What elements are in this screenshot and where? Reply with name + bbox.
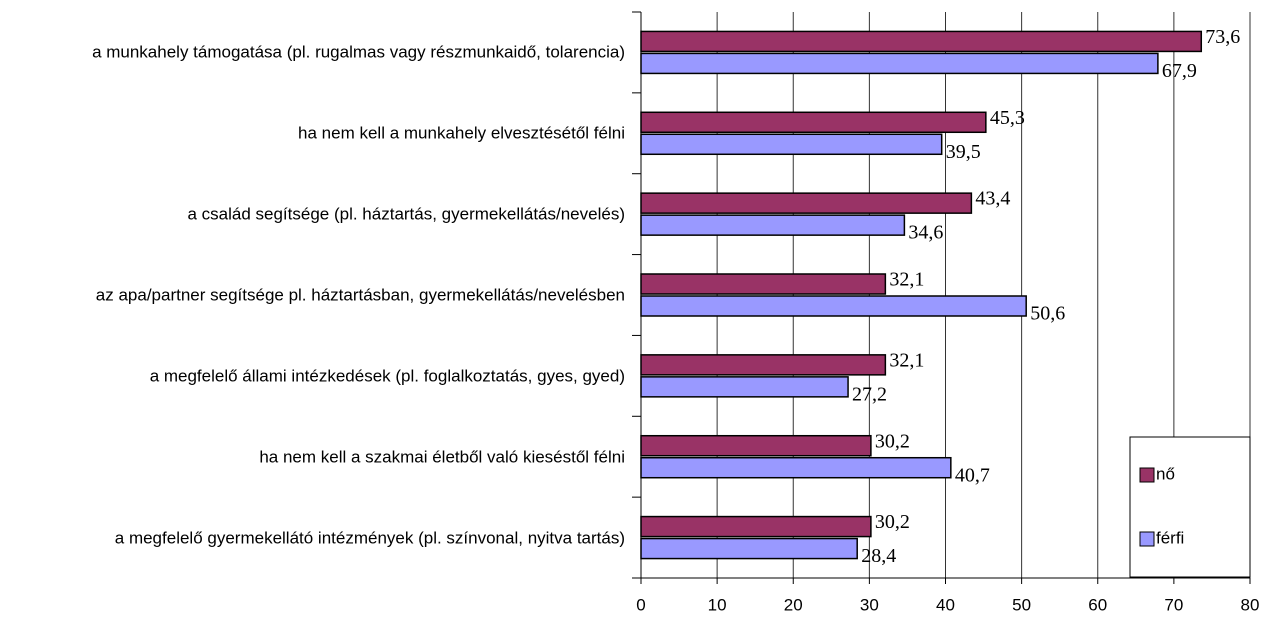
bar bbox=[640, 273, 887, 295]
legend-label: férfi bbox=[1156, 528, 1184, 547]
bar bbox=[640, 214, 906, 236]
x-tick-label: 10 bbox=[708, 595, 727, 614]
value-label: 34,6 bbox=[908, 222, 943, 244]
bar bbox=[640, 434, 872, 457]
category-label: az apa/partner segítsége pl. háztartásba… bbox=[95, 285, 625, 305]
value-label: 45,3 bbox=[990, 107, 1025, 129]
x-tick-label: 70 bbox=[1164, 595, 1183, 614]
value-label: 30,2 bbox=[875, 511, 910, 533]
x-tick-label: 40 bbox=[936, 595, 955, 614]
bar bbox=[640, 354, 887, 376]
x-tick-label: 60 bbox=[1088, 595, 1107, 614]
bar bbox=[640, 515, 872, 538]
value-label: 27,2 bbox=[852, 383, 887, 405]
legend-swatch bbox=[1139, 467, 1155, 483]
category-label: ha nem kell a szakmai életből való kiesé… bbox=[259, 447, 625, 467]
x-tick-label: 20 bbox=[784, 595, 803, 614]
value-label: 30,2 bbox=[875, 430, 910, 452]
bar bbox=[640, 52, 1159, 75]
bar bbox=[640, 537, 858, 560]
x-tick-label: 50 bbox=[1012, 595, 1031, 614]
bar bbox=[640, 111, 987, 134]
category-label: a megfelelő állami intézkedések (pl. fog… bbox=[149, 366, 625, 386]
bar bbox=[640, 376, 849, 398]
legend-box bbox=[1129, 436, 1251, 578]
value-label: 73,6 bbox=[1205, 26, 1240, 48]
x-tick-label: 30 bbox=[860, 595, 879, 614]
legend-swatch bbox=[1139, 531, 1155, 547]
value-label: 43,4 bbox=[975, 188, 1010, 210]
value-label: 50,6 bbox=[1030, 303, 1065, 325]
value-label: 28,4 bbox=[861, 545, 896, 567]
bar bbox=[640, 456, 952, 479]
category-label: a megfelelő gyermekellátó intézmények (p… bbox=[114, 528, 625, 548]
value-label: 67,9 bbox=[1162, 60, 1197, 82]
category-label: a család segítsége (pl. háztartás, gyerm… bbox=[187, 204, 625, 224]
x-tick-label: 0 bbox=[636, 595, 645, 614]
bar bbox=[640, 133, 943, 156]
value-label: 39,5 bbox=[946, 141, 981, 163]
value-label: 40,7 bbox=[955, 464, 990, 486]
bar bbox=[640, 295, 1027, 317]
category-label: ha nem kell a munkahely elvesztésétől fé… bbox=[298, 123, 625, 143]
legend-label: nő bbox=[1156, 464, 1175, 483]
value-label: 32,1 bbox=[889, 269, 924, 291]
bar bbox=[640, 192, 973, 214]
category-label: a munkahely támogatása (pl. rugalmas vag… bbox=[92, 42, 625, 62]
value-label: 32,1 bbox=[889, 349, 924, 371]
x-tick-label: 80 bbox=[1241, 595, 1260, 614]
bar bbox=[640, 30, 1203, 53]
